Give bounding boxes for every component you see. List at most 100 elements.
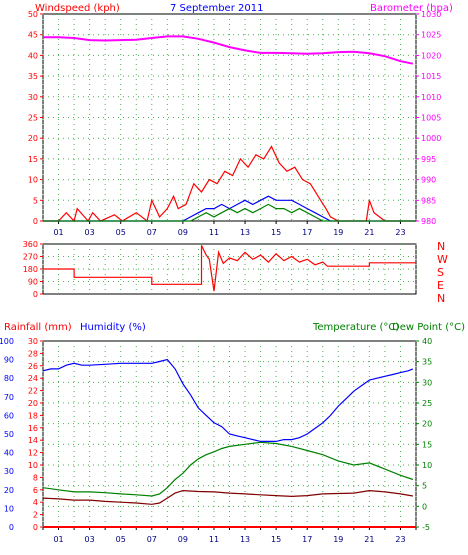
temp-xtick-label: 13: [240, 535, 250, 544]
dewpoint-axis-label: Dew Point (°C): [392, 322, 465, 333]
temp-xtick-label: 01: [53, 535, 63, 544]
baro-ytick-label: 990: [421, 176, 436, 185]
baro-ytick-label: 980: [421, 217, 436, 226]
series-barometer-hpa-: [43, 35, 414, 65]
baro-ytick-label: 985: [421, 196, 436, 205]
direction-ytick-label: 90: [28, 278, 38, 287]
temp-xtick-label: 11: [209, 535, 219, 544]
temp-ytick-label: 5: [422, 482, 427, 491]
humidity-ytick-label: 10: [4, 504, 14, 513]
humidity-ytick-label: 20: [4, 486, 14, 495]
temp-ytick-label: 10: [422, 461, 432, 470]
temp-xtick-label: 03: [85, 535, 95, 544]
wind-ytick-label: 40: [28, 51, 38, 60]
rain-ytick-label: 22: [28, 387, 38, 396]
baro-ytick-label: 1000: [421, 134, 441, 143]
series-wind-lull: [43, 203, 416, 222]
series-humidity-: [42, 358, 414, 442]
rain-ytick-label: 24: [28, 374, 38, 383]
wind-ytick-label: 35: [28, 72, 38, 81]
humidity-ytick-label: 40: [4, 449, 14, 458]
direction-ytick-label: 0: [33, 290, 38, 299]
wind-ytick-label: 20: [28, 134, 38, 143]
wind-xtick-label: 17: [302, 228, 312, 237]
rainfall-axis-label: Rainfall (mm): [4, 322, 72, 333]
temp-ytick-label: 20: [422, 420, 432, 429]
wind-xtick-label: 19: [333, 228, 343, 237]
temp-xtick-label: 07: [147, 535, 157, 544]
barometer-axis-label: Barometer (hpa): [370, 3, 453, 14]
series-wind-direction: [43, 245, 416, 292]
temperature-humidity-panel: -505101520253035400102030405060708090100…: [0, 337, 432, 544]
temp-xtick-label: 21: [364, 535, 374, 544]
temp-xtick-label: 23: [395, 535, 405, 544]
humidity-ytick-label: 60: [4, 411, 14, 420]
rain-ytick-label: 12: [28, 449, 38, 458]
humidity-ytick-label: 90: [4, 356, 14, 365]
rain-ytick-label: 20: [28, 399, 38, 408]
wind-xtick-label: 05: [116, 228, 126, 237]
wind-xtick-label: 13: [240, 228, 250, 237]
wind-xtick-label: 21: [364, 228, 374, 237]
baro-ytick-label: 1010: [421, 93, 441, 102]
series-temperature-c-: [42, 441, 414, 497]
series-gust: [43, 145, 416, 223]
temp-ytick-label: -5: [422, 523, 430, 532]
temp-ytick-label: 15: [422, 440, 432, 449]
compass-label-e: E: [437, 279, 444, 292]
temp-ytick-label: 25: [422, 399, 432, 408]
rain-ytick-label: 16: [28, 424, 38, 433]
rain-ytick-label: 4: [33, 498, 38, 507]
rain-ytick-label: 2: [33, 511, 38, 520]
temp-xtick-label: 17: [302, 535, 312, 544]
temp-xtick-label: 09: [178, 535, 188, 544]
wind-ytick-label: 25: [28, 114, 38, 123]
wind-barometer-panel: 0510152025303540455098098599099510001005…: [28, 10, 442, 237]
series-dew-point-c-: [42, 489, 414, 505]
humidity-ytick-label: 80: [4, 374, 14, 383]
temp-xtick-label: 19: [333, 535, 343, 544]
humidity-ytick-label: 50: [4, 430, 14, 439]
humidity-ytick-label: 0: [9, 523, 14, 532]
temp-ytick-label: 0: [422, 502, 427, 511]
wind-xtick-label: 07: [147, 228, 157, 237]
wind-ytick-label: 30: [28, 93, 38, 102]
temp-ytick-label: 30: [422, 378, 432, 387]
wind-xtick-label: 23: [395, 228, 405, 237]
temp-ytick-label: 40: [422, 337, 432, 346]
wind-xtick-label: 15: [271, 228, 281, 237]
baro-ytick-label: 1020: [421, 51, 441, 60]
humidity-ytick-label: 30: [4, 467, 14, 476]
rain-ytick-label: 10: [28, 461, 38, 470]
baro-ytick-label: 1030: [421, 10, 441, 19]
wind-ytick-label: 0: [33, 217, 38, 226]
humidity-ytick-label: 100: [0, 337, 14, 346]
wind-ytick-label: 50: [28, 10, 38, 19]
wind-xtick-label: 09: [178, 228, 188, 237]
compass-label-s: S: [437, 266, 444, 279]
direction-ytick-label: 270: [23, 253, 38, 262]
temp-xtick-label: 15: [271, 535, 281, 544]
direction-ytick-label: 180: [23, 265, 38, 274]
wind-ytick-label: 10: [28, 176, 38, 185]
wind-ytick-label: 45: [28, 31, 38, 40]
temp-ytick-label: 35: [422, 358, 432, 367]
rain-ytick-label: 26: [28, 362, 38, 371]
baro-ytick-label: 1005: [421, 114, 441, 123]
wind-ytick-label: 5: [33, 196, 38, 205]
humidity-ytick-label: 70: [4, 393, 14, 402]
wind-xtick-label: 01: [53, 228, 63, 237]
chart-title: 7 September 2011: [170, 3, 263, 14]
compass-label-n: N: [437, 240, 445, 253]
rain-ytick-label: 30: [28, 337, 38, 346]
baro-ytick-label: 995: [421, 155, 436, 164]
compass-label-n: N: [437, 292, 445, 305]
wind-xtick-label: 11: [209, 228, 219, 237]
rain-ytick-label: 28: [28, 349, 38, 358]
rain-ytick-label: 6: [33, 486, 38, 495]
temperature-axis-label: Temperature (°C): [312, 322, 399, 333]
rain-ytick-label: 8: [33, 473, 38, 482]
compass-label-w: W: [437, 253, 448, 266]
